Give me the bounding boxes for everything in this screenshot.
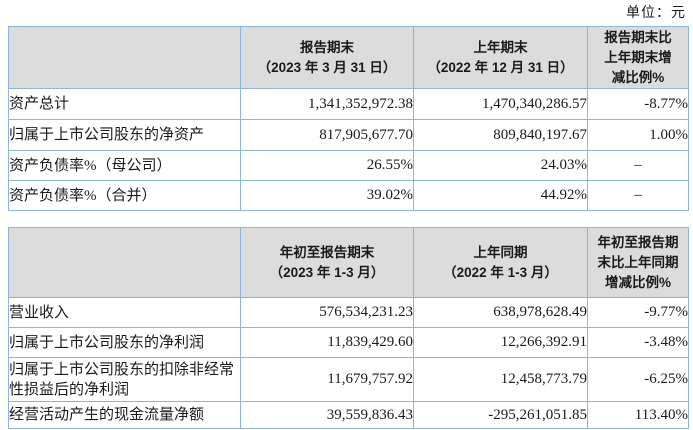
table-row: 资产负债率%（母公司） 26.55% 24.03% –	[8, 150, 689, 181]
header-line: 年初至报告期末	[279, 244, 375, 260]
row-label: 归属于上市公司股东的净利润	[8, 327, 241, 358]
row-label: 经营活动产生的现金流量净额	[8, 401, 241, 429]
table1-header-row: 报告期末 （2023 年 3 月 31 日） 上年期末 （2022 年 12 月…	[8, 26, 689, 89]
table2-header-row: 年初至报告期末 （2023 年 1-3 月） 上年同期 （2022 年 1-3 …	[8, 227, 689, 298]
current-period-value: 11,839,429.60	[240, 327, 414, 358]
prior-period-value: 809,840,197.67	[413, 119, 588, 151]
change-percent-value: -9.77%	[587, 297, 689, 328]
change-percent-value: –	[587, 150, 689, 181]
prior-period-value: 1,470,340,286.57	[413, 88, 588, 120]
header-line: （2022 年 1-3 月）	[443, 264, 558, 280]
table2-header-empty-cell	[8, 227, 241, 298]
row-label: 资产负债率%（合并）	[8, 180, 241, 211]
header-line: 年初至报告期	[597, 234, 679, 250]
row-label: 资产总计	[8, 88, 241, 120]
table1-header-prior-period: 上年期末 （2022 年 12 月 31 日）	[413, 26, 588, 89]
table1-header-empty-cell	[8, 26, 241, 89]
table2-header-change-percent: 年初至报告期 末比上年同期 增减比例%	[587, 227, 689, 298]
change-percent-value: 1.00%	[587, 119, 689, 151]
change-percent-value: -8.77%	[587, 88, 689, 120]
header-line: 报告期末	[300, 39, 354, 55]
table2-header-current-period: 年初至报告期末 （2023 年 1-3 月）	[240, 227, 414, 298]
prior-period-value: -295,261,051.85	[413, 401, 588, 429]
change-percent-value: -6.25%	[587, 357, 689, 402]
unit-label: 单位：元	[626, 6, 686, 21]
header-line: （2023 年 3 月 31 日）	[257, 59, 397, 75]
table-row: 经营活动产生的现金流量净额 39,559,836.43 -295,261,051…	[8, 401, 689, 429]
table1-header-current-period: 报告期末 （2023 年 3 月 31 日）	[240, 26, 414, 89]
balance-sheet-summary-table: 报告期末 （2023 年 3 月 31 日） 上年期末 （2022 年 12 月…	[8, 26, 689, 211]
table-row: 资产总计 1,341,352,972.38 1,470,340,286.57 -…	[8, 88, 689, 120]
prior-period-value: 12,458,773.79	[413, 357, 588, 402]
prior-period-value: 12,266,392.91	[413, 327, 588, 358]
row-label: 归属于上市公司股东的扣除非经常性损益后的净利润	[8, 357, 241, 402]
change-percent-value: –	[587, 180, 689, 211]
header-line: （2022 年 12 月 31 日）	[427, 59, 574, 75]
current-period-value: 11,679,757.92	[240, 357, 414, 402]
change-percent-value: -3.48%	[587, 327, 689, 358]
current-period-value: 576,534,231.23	[240, 297, 414, 328]
table1-header-change-percent: 报告期末比 上年期末增 减比例%	[587, 26, 689, 89]
row-label: 归属于上市公司股东的净资产	[8, 119, 241, 151]
row-label: 营业收入	[8, 297, 241, 328]
header-line: （2023 年 1-3 月）	[269, 264, 385, 280]
prior-period-value: 44.92%	[413, 180, 588, 211]
current-period-value: 817,905,677.70	[240, 119, 414, 151]
prior-period-value: 638,978,628.49	[413, 297, 588, 328]
current-period-value: 1,341,352,972.38	[240, 88, 414, 120]
header-line: 上年期末	[473, 39, 528, 55]
table-row: 营业收入 576,534,231.23 638,978,628.49 -9.77…	[8, 297, 689, 328]
current-period-value: 39.02%	[240, 180, 414, 211]
change-percent-value: 113.40%	[587, 401, 689, 429]
income-cashflow-summary-table: 年初至报告期末 （2023 年 1-3 月） 上年同期 （2022 年 1-3 …	[8, 227, 689, 429]
table-row: 资产负债率%（合并） 39.02% 44.92% –	[8, 180, 689, 211]
header-line: 上年同期	[473, 244, 528, 260]
header-line: 上年期末增	[604, 49, 672, 65]
table2-header-prior-period: 上年同期 （2022 年 1-3 月）	[413, 227, 588, 298]
header-line: 减比例%	[611, 69, 665, 85]
header-line: 末比上年同期	[597, 254, 679, 270]
current-period-value: 26.55%	[240, 150, 414, 181]
header-line: 报告期末比	[604, 29, 672, 45]
prior-period-value: 24.03%	[413, 150, 588, 181]
table-row: 归属于上市公司股东的净利润 11,839,429.60 12,266,392.9…	[8, 327, 689, 358]
table-row: 归属于上市公司股东的扣除非经常性损益后的净利润 11,679,757.92 12…	[8, 357, 689, 402]
current-period-value: 39,559,836.43	[240, 401, 414, 429]
header-line: 增减比例%	[604, 274, 671, 290]
row-label: 资产负债率%（母公司）	[8, 150, 241, 181]
table-row: 归属于上市公司股东的净资产 817,905,677.70 809,840,197…	[8, 119, 689, 151]
